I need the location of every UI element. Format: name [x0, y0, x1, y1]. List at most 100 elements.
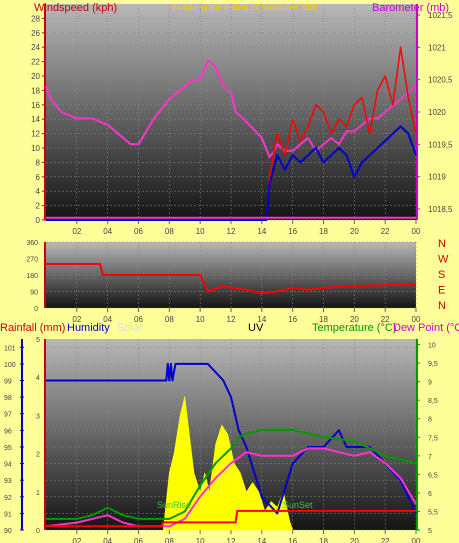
humidity-tick-label: 92: [4, 495, 12, 502]
temp-tick-label: 9,5: [428, 361, 438, 368]
temperature-label: Temperature (°C): [312, 322, 396, 334]
series-magenta-line: [45, 59, 417, 159]
x-tick-label: 20: [350, 315, 359, 324]
x-tick-label: 22: [381, 537, 390, 543]
x-tick-label: 12: [227, 227, 236, 236]
humidity-tick-label: 101: [4, 345, 16, 352]
temp-tick-label: 5,5: [428, 509, 438, 516]
humidity-tick-label: 96: [4, 428, 12, 435]
x-tick-label: 02: [72, 227, 81, 236]
y-left-tick-label: 18: [31, 86, 40, 95]
y-tick-label: 180: [26, 273, 38, 280]
series-blue-line: [46, 125, 417, 221]
wind-series: [45, 46, 417, 221]
x-tick-label: 04: [103, 315, 112, 324]
y-left-tick-label: 22: [31, 58, 40, 67]
humidity-tick-label: 100: [4, 362, 16, 369]
temperature-line: [46, 428, 417, 520]
x-tick-label: 04: [103, 227, 112, 236]
compass-label: W: [438, 254, 449, 266]
x-tick-label: 14: [257, 537, 266, 543]
temp-tick-label: 6: [428, 491, 432, 498]
y-right-tick-label: 1019,5: [428, 140, 453, 149]
x-tick-label: 00: [412, 227, 421, 236]
solar-label: Solar: [117, 322, 143, 334]
rain-series: [45, 362, 417, 531]
x-tick-label: 16: [288, 227, 297, 236]
x-tick-label: 12: [227, 315, 236, 324]
y-left-tick-label: 16: [31, 101, 40, 110]
x-tick-label: 06: [134, 227, 143, 236]
y-left-tick-label: 12: [31, 130, 40, 139]
x-tick-label: 18: [319, 315, 328, 324]
temp-tick-label: 7: [428, 454, 432, 461]
x-tick-label: 06: [134, 315, 143, 324]
rainfall-line: [46, 509, 416, 528]
x-tick-label: 18: [319, 537, 328, 543]
compass-label: N: [438, 300, 446, 312]
temp-tick-label: 7,5: [428, 435, 438, 442]
temp-tick-label: 5: [428, 528, 432, 535]
humidity-label: Humidity: [67, 322, 110, 334]
y-right-tick-label: 1021,5: [428, 11, 453, 20]
x-tick-label: 22: [381, 227, 390, 236]
y-left-tick-label: 24: [31, 43, 40, 52]
y-left-tick-label: 4: [36, 187, 41, 196]
series-red-line: [46, 46, 417, 221]
x-tick-label: 10: [196, 537, 205, 543]
rain-tick-label: 1: [36, 490, 40, 497]
x-tick-label: 02: [72, 315, 81, 324]
x-tick-label: 14: [257, 315, 266, 324]
x-tick-label: 12: [227, 537, 236, 543]
y-left-tick-label: 20: [31, 72, 40, 81]
y-right-tick-label: 1018,5: [428, 205, 453, 214]
x-tick-label: 20: [350, 227, 359, 236]
windspeed-axis-label: Windspeed (kph): [34, 2, 117, 14]
temp-tick-label: 9: [428, 380, 432, 387]
y-right-tick-label: 1019: [428, 173, 446, 182]
x-tick-label: 00: [412, 315, 421, 324]
temp-tick-label: 8,5: [428, 398, 438, 405]
direction-series: [46, 263, 416, 295]
y-left-tick-label: 6: [36, 173, 41, 182]
x-tick-label: 02: [72, 537, 81, 543]
x-tick-label: 18: [319, 227, 328, 236]
humidity-tick-label: 99: [4, 379, 12, 386]
humidity-tick-label: 90: [4, 528, 12, 535]
y-left-tick-label: 8: [36, 158, 41, 167]
dewpoint-label: Dew Point (°C): [393, 322, 459, 334]
y-tick-label: 0: [34, 306, 38, 313]
uv-label: UV: [248, 322, 264, 334]
y-tick-label: 90: [30, 290, 38, 297]
humidity-tick-label: 93: [4, 478, 12, 485]
rain-tick-label: 4: [36, 375, 40, 382]
y-left-tick-label: 28: [31, 14, 40, 23]
humidity-tick-label: 94: [4, 462, 12, 469]
x-tick-label: 22: [381, 315, 390, 324]
chart-title: 24 hour graph ending 27 November 2008: [172, 3, 319, 12]
wind-axis-ticks: 02468101214161820222426281018,510191019,…: [31, 4, 453, 236]
x-tick-label: 10: [196, 227, 205, 236]
y-tick-label: 360: [26, 240, 38, 247]
humidity-tick-label: 95: [4, 445, 12, 452]
x-tick-label: 08: [165, 537, 174, 543]
rain-tick-label: 2: [36, 452, 40, 459]
y-left-tick-label: 2: [36, 202, 41, 211]
temp-tick-label: 10: [428, 343, 436, 350]
x-tick-label: 16: [288, 315, 297, 324]
temp-tick-label: 6,5: [428, 472, 438, 479]
humidity-tick-label: 91: [4, 511, 12, 518]
temp-tick-label: 8: [428, 417, 432, 424]
compass-label: S: [438, 269, 445, 281]
y-left-tick-label: 0: [36, 216, 41, 225]
dewpoint-line: [45, 447, 417, 528]
x-tick-label: 00: [412, 537, 421, 543]
y-left-tick-label: 14: [31, 115, 40, 124]
y-right-tick-label: 1020,5: [428, 76, 453, 85]
direction-line: [46, 263, 416, 295]
solar-area: [162, 396, 294, 531]
rainfall-axis-label: Rainfall (mm): [0, 322, 65, 334]
rain-tick-label: 0: [36, 528, 40, 535]
